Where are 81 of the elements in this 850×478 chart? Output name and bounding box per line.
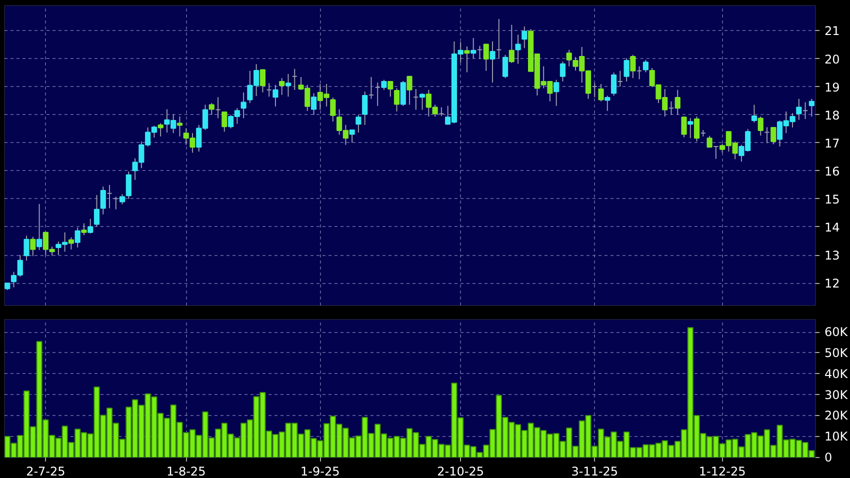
candlestick xyxy=(598,84,604,102)
y-tick-label: 14 xyxy=(824,220,840,234)
candlestick xyxy=(106,184,112,209)
candlestick xyxy=(356,114,362,134)
y-tick-label: 0 xyxy=(824,450,832,464)
y-tick-label: 19 xyxy=(824,80,840,94)
candlestick xyxy=(68,236,74,250)
candlestick xyxy=(292,68,298,90)
candlestick xyxy=(126,170,132,200)
candlestick xyxy=(158,122,164,137)
candlestick xyxy=(642,59,648,73)
candlestick xyxy=(522,26,528,49)
candlestick xyxy=(681,116,687,138)
candlestick xyxy=(636,66,642,80)
y-tick-label: 60K xyxy=(824,325,849,340)
candlestick xyxy=(113,196,119,210)
x-tick-label: 2-7-25 xyxy=(26,464,66,478)
candlestick xyxy=(388,80,394,98)
candlestick xyxy=(240,92,246,119)
y-tick-label: 40K xyxy=(824,366,849,381)
candlestick xyxy=(406,76,412,106)
x-tick-label: 1-12-25 xyxy=(698,464,746,478)
candlestick xyxy=(751,104,758,123)
candlestick xyxy=(310,92,317,116)
candlestick xyxy=(764,126,770,144)
candlestick xyxy=(279,78,285,96)
candlestick xyxy=(502,54,508,79)
candlestick xyxy=(349,129,355,144)
candlestick xyxy=(624,58,630,82)
candlestick xyxy=(88,218,94,234)
candlestick xyxy=(222,112,228,132)
y-tick-label: 15 xyxy=(824,192,840,206)
candlestick xyxy=(74,227,80,248)
y-tick-label: 20K xyxy=(824,408,849,423)
y-tick-label: 50K xyxy=(824,346,849,360)
y-tick-label: 30K xyxy=(824,388,849,402)
y-tick-label: 17 xyxy=(824,136,840,150)
candlestick xyxy=(592,82,598,98)
candlestick xyxy=(330,96,336,122)
candlestick xyxy=(394,88,400,112)
candlestick xyxy=(285,73,292,98)
candlestick xyxy=(496,18,502,59)
candlestick xyxy=(515,34,521,64)
y-tick-label: 20 xyxy=(824,52,840,66)
candlestick xyxy=(81,222,87,236)
candlestick xyxy=(713,145,719,160)
candlestick xyxy=(94,194,100,228)
candlestick xyxy=(808,98,814,118)
candlestick xyxy=(688,118,694,139)
y-tick-label: 12 xyxy=(824,276,840,291)
y-tick-label: 13 xyxy=(824,248,840,263)
candlestick xyxy=(215,96,221,119)
candlestick xyxy=(36,204,42,250)
y-tick-label: 16 xyxy=(824,164,840,178)
candlestick xyxy=(617,70,623,88)
candlestick xyxy=(560,61,566,82)
candlestick xyxy=(508,24,514,64)
x-tick-label: 1-9-25 xyxy=(300,464,340,478)
candlestick xyxy=(368,76,374,100)
candlestick xyxy=(464,46,470,73)
candlestick xyxy=(668,100,674,116)
candlestick xyxy=(413,88,419,110)
candlestick xyxy=(604,95,610,112)
candlestick xyxy=(476,45,483,60)
candlestick xyxy=(260,68,266,93)
candlestick xyxy=(554,79,560,106)
candlestick xyxy=(208,102,214,116)
y-tick-label: 21 xyxy=(824,24,840,38)
candlestick xyxy=(266,82,272,98)
candlestick xyxy=(24,235,30,262)
x-tick-label: 2-10-25 xyxy=(437,464,484,478)
candlestick xyxy=(802,102,808,120)
y-tick-label: 10K xyxy=(824,430,849,444)
x-tick-label: 3-11-25 xyxy=(571,464,618,478)
y-tick-label: 18 xyxy=(824,108,840,122)
candlestick xyxy=(400,80,406,106)
candlestick xyxy=(374,82,380,106)
candlestick xyxy=(758,116,764,136)
candlestick xyxy=(490,40,496,84)
candlestick xyxy=(30,236,36,257)
x-tick-label: 1-8-25 xyxy=(166,464,206,478)
